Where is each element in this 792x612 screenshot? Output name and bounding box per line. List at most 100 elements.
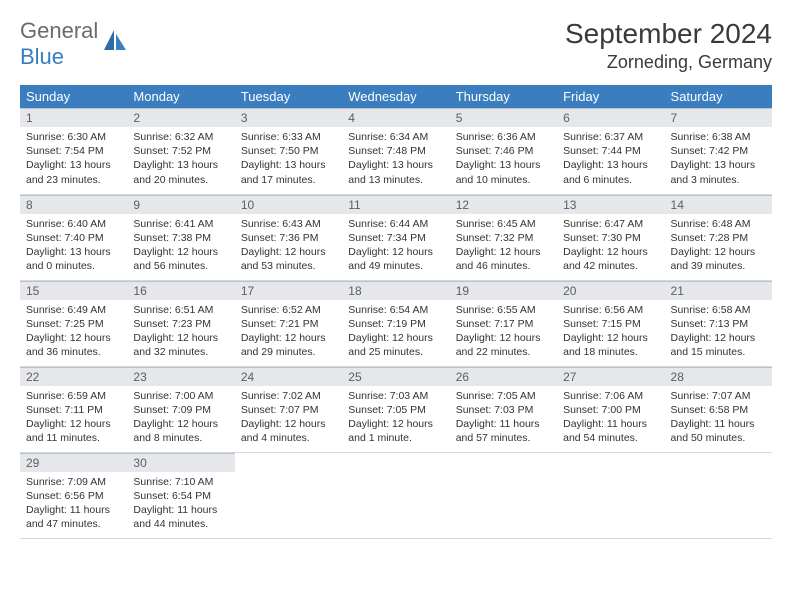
sunrise-text: Sunrise: 7:06 AM <box>563 389 658 403</box>
title-block: September 2024 Zorneding, Germany <box>565 18 772 73</box>
sunrise-text: Sunrise: 7:05 AM <box>456 389 551 403</box>
day-number: 20 <box>557 281 664 300</box>
weekday-header: Tuesday <box>235 85 342 108</box>
day-content: Sunrise: 6:49 AMSunset: 7:25 PMDaylight:… <box>20 300 127 364</box>
month-title: September 2024 <box>565 18 772 50</box>
day-content: Sunrise: 6:54 AMSunset: 7:19 PMDaylight:… <box>342 300 449 364</box>
day-number: 19 <box>450 281 557 300</box>
sunrise-text: Sunrise: 6:45 AM <box>456 217 551 231</box>
daylight-text: Daylight: 12 hours and 1 minute. <box>348 417 443 445</box>
day-content: Sunrise: 6:51 AMSunset: 7:23 PMDaylight:… <box>127 300 234 364</box>
calendar-cell <box>235 452 342 538</box>
daylight-text: Daylight: 13 hours and 6 minutes. <box>563 158 658 186</box>
day-content: Sunrise: 7:06 AMSunset: 7:00 PMDaylight:… <box>557 386 664 450</box>
sunset-text: Sunset: 7:05 PM <box>348 403 443 417</box>
day-number: 26 <box>450 367 557 386</box>
sunset-text: Sunset: 7:38 PM <box>133 231 228 245</box>
logo-text-general: General <box>20 18 98 43</box>
daylight-text: Daylight: 11 hours and 50 minutes. <box>671 417 766 445</box>
daylight-text: Daylight: 12 hours and 29 minutes. <box>241 331 336 359</box>
daylight-text: Daylight: 11 hours and 57 minutes. <box>456 417 551 445</box>
sunrise-text: Sunrise: 6:52 AM <box>241 303 336 317</box>
calendar-cell: 8Sunrise: 6:40 AMSunset: 7:40 PMDaylight… <box>20 194 127 280</box>
day-content: Sunrise: 6:33 AMSunset: 7:50 PMDaylight:… <box>235 127 342 191</box>
daylight-text: Daylight: 12 hours and 49 minutes. <box>348 245 443 273</box>
sunrise-text: Sunrise: 6:33 AM <box>241 130 336 144</box>
calendar-row: 29Sunrise: 7:09 AMSunset: 6:56 PMDayligh… <box>20 452 772 538</box>
calendar-cell: 15Sunrise: 6:49 AMSunset: 7:25 PMDayligh… <box>20 280 127 366</box>
calendar-table: Sunday Monday Tuesday Wednesday Thursday… <box>20 85 772 539</box>
day-content: Sunrise: 6:59 AMSunset: 7:11 PMDaylight:… <box>20 386 127 450</box>
day-content: Sunrise: 7:10 AMSunset: 6:54 PMDaylight:… <box>127 472 234 536</box>
sunrise-text: Sunrise: 6:37 AM <box>563 130 658 144</box>
day-content: Sunrise: 6:37 AMSunset: 7:44 PMDaylight:… <box>557 127 664 191</box>
sunset-text: Sunset: 7:15 PM <box>563 317 658 331</box>
day-number: 6 <box>557 108 664 127</box>
day-number: 18 <box>342 281 449 300</box>
logo: General Blue <box>20 18 128 70</box>
day-content: Sunrise: 6:58 AMSunset: 7:13 PMDaylight:… <box>665 300 772 364</box>
sunrise-text: Sunrise: 6:36 AM <box>456 130 551 144</box>
calendar-cell: 20Sunrise: 6:56 AMSunset: 7:15 PMDayligh… <box>557 280 664 366</box>
sunrise-text: Sunrise: 6:58 AM <box>671 303 766 317</box>
location: Zorneding, Germany <box>565 52 772 73</box>
calendar-cell: 22Sunrise: 6:59 AMSunset: 7:11 PMDayligh… <box>20 366 127 452</box>
calendar-cell: 4Sunrise: 6:34 AMSunset: 7:48 PMDaylight… <box>342 108 449 194</box>
day-number: 9 <box>127 195 234 214</box>
sunrise-text: Sunrise: 6:59 AM <box>26 389 121 403</box>
sunset-text: Sunset: 7:52 PM <box>133 144 228 158</box>
calendar-cell <box>557 452 664 538</box>
calendar-cell: 13Sunrise: 6:47 AMSunset: 7:30 PMDayligh… <box>557 194 664 280</box>
logo-text-blue: Blue <box>20 44 64 69</box>
sunset-text: Sunset: 7:25 PM <box>26 317 121 331</box>
calendar-row: 15Sunrise: 6:49 AMSunset: 7:25 PMDayligh… <box>20 280 772 366</box>
calendar-cell: 1Sunrise: 6:30 AMSunset: 7:54 PMDaylight… <box>20 108 127 194</box>
day-number: 10 <box>235 195 342 214</box>
calendar-cell: 24Sunrise: 7:02 AMSunset: 7:07 PMDayligh… <box>235 366 342 452</box>
sunrise-text: Sunrise: 7:07 AM <box>671 389 766 403</box>
sunset-text: Sunset: 6:56 PM <box>26 489 121 503</box>
daylight-text: Daylight: 12 hours and 32 minutes. <box>133 331 228 359</box>
day-number: 14 <box>665 195 772 214</box>
calendar-cell: 5Sunrise: 6:36 AMSunset: 7:46 PMDaylight… <box>450 108 557 194</box>
sunrise-text: Sunrise: 6:34 AM <box>348 130 443 144</box>
day-content: Sunrise: 7:09 AMSunset: 6:56 PMDaylight:… <box>20 472 127 536</box>
sunrise-text: Sunrise: 7:09 AM <box>26 475 121 489</box>
sunset-text: Sunset: 7:17 PM <box>456 317 551 331</box>
daylight-text: Daylight: 11 hours and 44 minutes. <box>133 503 228 531</box>
sunrise-text: Sunrise: 6:51 AM <box>133 303 228 317</box>
day-content: Sunrise: 6:44 AMSunset: 7:34 PMDaylight:… <box>342 214 449 278</box>
sunset-text: Sunset: 7:44 PM <box>563 144 658 158</box>
day-number: 12 <box>450 195 557 214</box>
sunset-text: Sunset: 6:54 PM <box>133 489 228 503</box>
daylight-text: Daylight: 12 hours and 42 minutes. <box>563 245 658 273</box>
day-content: Sunrise: 6:48 AMSunset: 7:28 PMDaylight:… <box>665 214 772 278</box>
weekday-header: Saturday <box>665 85 772 108</box>
calendar-cell: 9Sunrise: 6:41 AMSunset: 7:38 PMDaylight… <box>127 194 234 280</box>
sunrise-text: Sunrise: 6:55 AM <box>456 303 551 317</box>
weekday-header: Friday <box>557 85 664 108</box>
day-content: Sunrise: 6:30 AMSunset: 7:54 PMDaylight:… <box>20 127 127 191</box>
calendar-cell: 27Sunrise: 7:06 AMSunset: 7:00 PMDayligh… <box>557 366 664 452</box>
day-number: 22 <box>20 367 127 386</box>
sunset-text: Sunset: 7:42 PM <box>671 144 766 158</box>
calendar-row: 22Sunrise: 6:59 AMSunset: 7:11 PMDayligh… <box>20 366 772 452</box>
day-content: Sunrise: 6:41 AMSunset: 7:38 PMDaylight:… <box>127 214 234 278</box>
calendar-cell: 3Sunrise: 6:33 AMSunset: 7:50 PMDaylight… <box>235 108 342 194</box>
calendar-cell: 28Sunrise: 7:07 AMSunset: 6:58 PMDayligh… <box>665 366 772 452</box>
sunrise-text: Sunrise: 6:38 AM <box>671 130 766 144</box>
calendar-cell <box>665 452 772 538</box>
day-number: 24 <box>235 367 342 386</box>
calendar-cell: 18Sunrise: 6:54 AMSunset: 7:19 PMDayligh… <box>342 280 449 366</box>
logo-sail-icon <box>102 28 128 57</box>
day-number: 15 <box>20 281 127 300</box>
sunrise-text: Sunrise: 6:56 AM <box>563 303 658 317</box>
sunset-text: Sunset: 7:48 PM <box>348 144 443 158</box>
calendar-cell: 14Sunrise: 6:48 AMSunset: 7:28 PMDayligh… <box>665 194 772 280</box>
sunrise-text: Sunrise: 6:40 AM <box>26 217 121 231</box>
calendar-cell: 29Sunrise: 7:09 AMSunset: 6:56 PMDayligh… <box>20 452 127 538</box>
daylight-text: Daylight: 11 hours and 54 minutes. <box>563 417 658 445</box>
day-number: 27 <box>557 367 664 386</box>
day-number: 3 <box>235 108 342 127</box>
daylight-text: Daylight: 12 hours and 25 minutes. <box>348 331 443 359</box>
